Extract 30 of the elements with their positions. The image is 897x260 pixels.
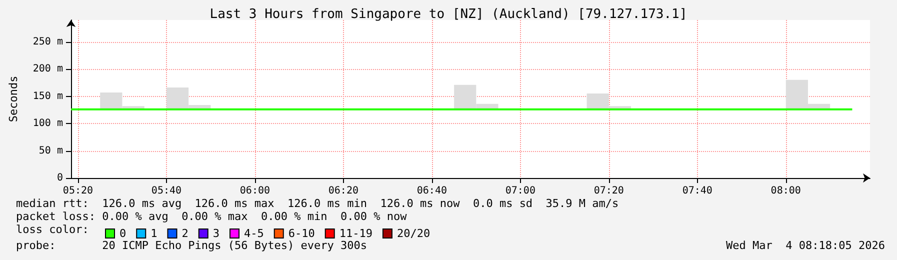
legend-label: 4-5 — [244, 227, 264, 240]
legend-label: 6-10 — [288, 227, 315, 240]
y-axis-title: Seconds — [7, 76, 20, 122]
legend-label: 11-19 — [339, 227, 372, 240]
legend-label: 2 — [182, 227, 188, 240]
y-tick-label: 250 m — [32, 36, 63, 48]
legend-title: loss color: — [16, 223, 89, 236]
text: packet loss: 0.00 % avg 0.00 % max 0.00 % min 0.00 % now — [16, 210, 408, 223]
x-tick-label: 05:20 — [62, 186, 94, 196]
legend-label: 3 — [212, 227, 220, 240]
chart-title: Last 3 Hours from Singapore to [NZ] (Auckland) [79.127.173.1] — [210, 7, 688, 22]
text: probe: 20 ICMP Echo Pings (56 Bytes) every 300s — [16, 239, 367, 252]
legend-label: 0 — [120, 227, 126, 240]
y-tick-label: 150 m — [32, 90, 63, 102]
x-tick-label: 06:20 — [328, 186, 358, 196]
x-tick-label: 07:00 — [505, 186, 536, 196]
x-tick-label: 05:40 — [151, 186, 182, 196]
x-tick-label: 08:00 — [770, 186, 801, 196]
x-tick-label: 07:40 — [682, 186, 712, 196]
y-tick-label: 200 m — [32, 64, 63, 75]
x-tick-label: 06:00 — [240, 186, 270, 196]
text: median rtt: 126.0 ms avg 126.0 ms max 126.0 ms min 126.0 ms now 0.0 ms sd 35.9 M am/s — [16, 197, 619, 210]
y-tick-label: 0 — [56, 172, 63, 184]
x-tick-label: 07:20 — [594, 186, 624, 196]
y-tick-label: 100 m — [32, 118, 63, 130]
legend-label: 1 — [150, 227, 158, 240]
text: Wed Mar 4 08:18:05 2026 — [726, 239, 886, 252]
legend-label: 20/20 — [396, 227, 430, 240]
y-tick-label: 50 m — [38, 145, 63, 156]
x-tick-label: 06:40 — [416, 186, 447, 196]
